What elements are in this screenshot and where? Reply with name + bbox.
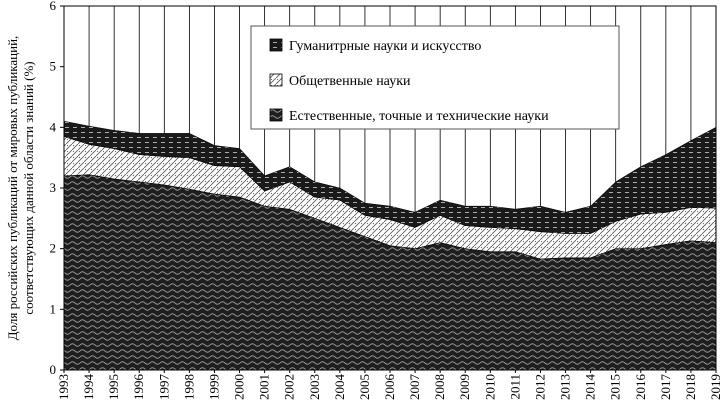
x-tick-label-2019: 2019	[708, 374, 722, 400]
y-tick-label-4: 4	[50, 119, 57, 134]
x-tick-label-2007: 2007	[407, 374, 422, 401]
x-tick-label-2017: 2017	[658, 374, 673, 401]
x-tick-label-2010: 2010	[482, 374, 497, 400]
y-axis-title: Доля российских публикаций от мировых пу…	[5, 36, 36, 341]
x-tick-label-2002: 2002	[282, 374, 297, 400]
legend-swatch-1	[269, 38, 283, 52]
x-tick-label-2013: 2013	[558, 374, 573, 400]
x-tick-label-1993: 1993	[56, 374, 71, 400]
x-tick-label-2000: 2000	[232, 374, 247, 400]
x-tick-label-1996: 1996	[131, 374, 146, 401]
y-tick-label-0: 0	[50, 362, 57, 377]
x-tick-label-2012: 2012	[532, 374, 547, 400]
legend: Гуманитрные науки и искусство Общетвенные…	[250, 25, 620, 130]
y-tick-label-5: 5	[50, 59, 57, 74]
y-tick-label-3: 3	[50, 180, 57, 195]
x-tick-label-2006: 2006	[382, 374, 397, 401]
x-tick-label-1998: 1998	[181, 374, 196, 400]
x-tick-label-2016: 2016	[633, 374, 648, 401]
x-tick-label-1995: 1995	[106, 374, 121, 400]
x-tick-label-2011: 2011	[507, 374, 522, 400]
y-tick-label-2: 2	[50, 241, 57, 256]
y-axis-ticks: 0 1 2 3 4 5 6	[50, 0, 64, 377]
x-tick-label-2018: 2018	[683, 374, 698, 400]
x-tick-label-2004: 2004	[332, 374, 347, 401]
legend-swatch-2	[269, 73, 283, 87]
x-tick-label-2014: 2014	[583, 374, 598, 401]
x-tick-label-2003: 2003	[307, 374, 322, 400]
x-tick-label-1997: 1997	[156, 374, 171, 401]
legend-label-2: Общетвенные науки	[289, 74, 411, 89]
legend-swatch-3	[269, 108, 283, 122]
x-tick-label-1999: 1999	[206, 374, 221, 400]
x-tick-label-2009: 2009	[457, 374, 472, 400]
x-tick-label-2008: 2008	[432, 374, 447, 400]
x-tick-label-2015: 2015	[608, 374, 623, 400]
y-tick-label-1: 1	[50, 301, 57, 316]
legend-box	[250, 25, 620, 130]
x-tick-label-2001: 2001	[257, 374, 272, 400]
x-tick-label-2005: 2005	[357, 374, 372, 400]
y-tick-label-6: 6	[50, 0, 57, 13]
y-axis-title-line-1: Доля российских публикаций от мировых пу…	[5, 36, 20, 341]
legend-label-1: Гуманитрные науки и искусство	[289, 39, 481, 54]
x-axis-ticks: 1993 1994 1995 1996 1997 1998 1999 2000 2001 2002…	[56, 370, 722, 400]
x-tick-label-1994: 1994	[81, 374, 96, 401]
y-axis-title-line-2: соответствующих данной области знаний (%…	[21, 61, 36, 314]
legend-label-3: Естественные, точные и технические науки	[289, 109, 549, 124]
